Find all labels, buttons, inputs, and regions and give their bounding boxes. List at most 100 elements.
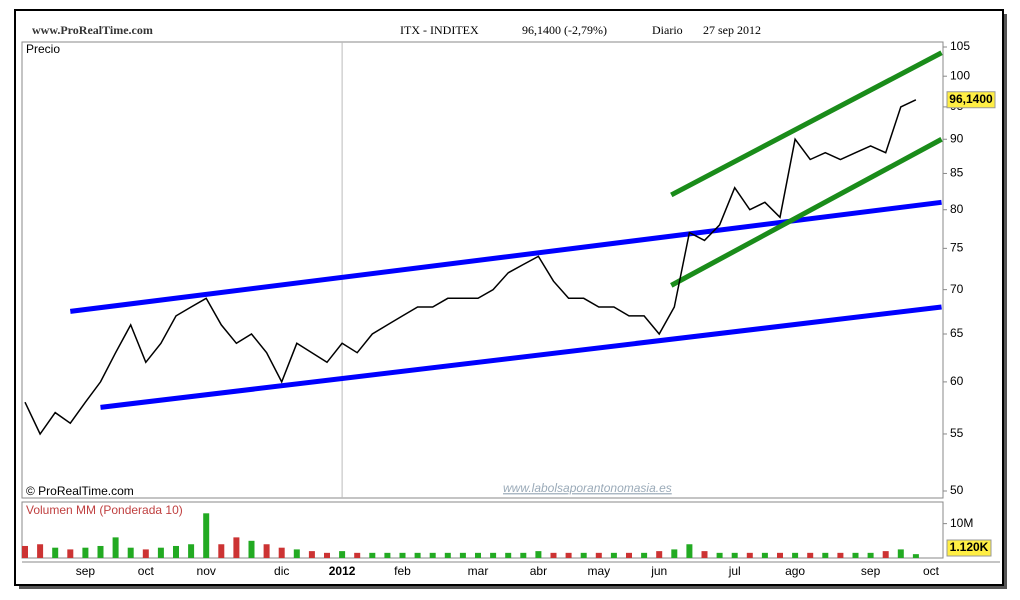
volume-bar [399,552,406,558]
volume-bar [761,552,768,558]
volume-bar [867,552,874,558]
y-tick-label: 85 [950,166,964,180]
x-tick-label: oct [138,564,155,578]
volume-bar [807,552,814,558]
volume-bar [912,554,919,558]
volume-bar [701,551,708,558]
y-tick-label: 50 [950,483,964,497]
volume-bar [278,547,285,558]
y-tick-label: 75 [950,241,964,255]
x-tick-label: sep [861,564,881,578]
x-tick-label: ago [785,564,805,578]
volume-bar [535,551,542,558]
volume-bar [248,540,255,558]
y-tick-label: 105 [950,39,970,53]
volume-bar [233,537,240,558]
volume-bar [731,552,738,558]
volume-bar [127,547,134,558]
x-tick-label: abr [530,564,547,578]
volume-bar [52,547,59,558]
volume-bar [308,551,315,558]
volume-bar [565,552,572,558]
copyright: © ProRealTime.com [26,484,134,498]
volume-bar [520,552,527,558]
price-panel [21,41,944,499]
x-tick-label: dic [274,564,289,578]
current-volume-label: 1.120K [950,540,989,554]
volume-bar [22,545,28,558]
x-tick-label: sep [76,564,96,578]
volume-bar [293,549,300,558]
volume-bar [792,552,799,558]
volume-bar [686,544,693,558]
volume-bar [641,552,648,558]
volume-bar [505,552,512,558]
volume-bar [37,544,44,558]
current-price-label: 96,1400 [949,92,993,106]
y-tick-label: 80 [950,202,964,216]
volume-tick-label: 10M [950,516,973,530]
volume-bar [746,552,753,558]
volume-bar [97,545,104,558]
volume-bar [716,552,723,558]
volume-label: Volumen MM (Ponderada 10) [26,503,183,517]
site: www.ProRealTime.com [32,23,153,37]
volume-bar [626,552,632,558]
x-tick-label: mar [468,564,489,578]
volume-bar [852,552,859,558]
volume-bar [324,552,330,558]
volume-bar [67,549,74,558]
trend-line [670,137,943,288]
x-tick-label: oct [923,564,940,578]
volume-bar [837,552,844,558]
volume-bar [475,552,481,558]
date: 27 sep 2012 [703,23,761,37]
volume-bar [112,537,119,558]
current-price-box [946,91,996,109]
y-tick-label: 60 [950,374,964,388]
volume-bar [188,544,195,558]
quote: 96,1400 (-2,79%) [522,23,607,37]
volume-bar [671,549,678,558]
volume-bar [263,544,270,558]
volume-bar [444,552,451,558]
volume-bar [777,552,783,558]
trend-line [670,50,943,198]
x-tick-label: jul [728,564,741,578]
volume-bar [157,547,164,558]
x-tick-label: may [587,564,610,578]
volume-bar [218,544,225,558]
watermark: www.labolsaporantonomasia.es [503,481,672,495]
volume-bar [595,552,602,558]
y-tick-label: 100 [950,68,970,82]
y-tick-label: 90 [950,131,964,145]
volume-bar [429,552,436,558]
volume-bar [339,551,346,558]
volume-bar [897,549,904,558]
volume-bar [550,552,557,558]
volume-bar [656,551,663,558]
volume-bar [173,545,179,558]
volume-bar [384,552,391,558]
volume-bar [822,552,829,558]
x-tick-label: 2012 [329,564,356,578]
volume-bar [459,552,466,558]
volume-bar [369,552,376,558]
volume-bar [203,513,210,558]
volume-bar [580,552,587,558]
x-tick-label: feb [394,564,411,578]
price-line [24,99,917,436]
x-tick-label: jun [650,564,667,578]
y-tick-label: 70 [950,282,964,296]
x-tick-label: nov [197,564,216,578]
price-label: Precio [26,42,60,56]
trend-line [100,304,942,410]
period: Diario [652,23,683,37]
y-tick-label: 55 [950,426,964,440]
volume-bar [82,547,89,558]
volume-bar [142,549,149,558]
volume-bar [610,552,617,558]
current-volume-box [946,539,992,557]
title: ITX - INDITEX [400,23,479,37]
